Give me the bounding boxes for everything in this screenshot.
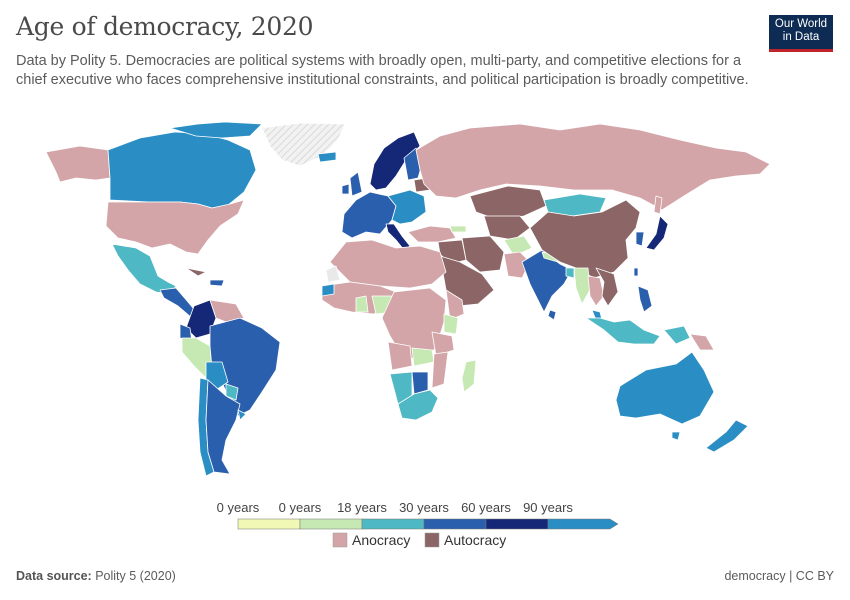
- legend-color-bin[interactable]: [423, 518, 487, 530]
- south-africa[interactable]: [397, 389, 439, 421]
- legend-tick-label: 0 years: [279, 500, 322, 515]
- legend-color-bin[interactable]: [547, 518, 619, 530]
- logo-line-2: in Data: [782, 31, 820, 43]
- korea-south[interactable]: [635, 231, 645, 247]
- uk[interactable]: [349, 171, 363, 197]
- license-note[interactable]: democracy | CC BY: [724, 569, 834, 583]
- vietnam-laos[interactable]: [595, 267, 619, 307]
- legend-category-label[interactable]: Anocracy: [352, 532, 410, 548]
- turkey[interactable]: [407, 225, 457, 243]
- north-africa[interactable]: [329, 239, 447, 289]
- indonesia-east[interactable]: [663, 325, 691, 345]
- new-zealand[interactable]: [705, 419, 749, 453]
- legend-tick-label: 90 years: [523, 500, 573, 515]
- legend-color-bin[interactable]: [237, 518, 301, 530]
- philippines[interactable]: [637, 285, 653, 313]
- uruguay[interactable]: [237, 409, 247, 421]
- ireland[interactable]: [341, 183, 350, 195]
- legend-color-bin[interactable]: [299, 518, 363, 530]
- georgia-armenia[interactable]: [449, 225, 467, 233]
- alaska[interactable]: [45, 145, 111, 183]
- united-states[interactable]: [105, 199, 245, 255]
- legend-category-swatch[interactable]: [424, 532, 440, 548]
- chart-subtitle: Data by Polity 5. Democracies are politi…: [16, 53, 749, 88]
- taiwan[interactable]: [633, 267, 639, 277]
- data-source-label: Data source:: [16, 569, 92, 583]
- chart-title: Age of democracy, 2020: [16, 12, 314, 41]
- legend-tick-label: 0 years: [217, 500, 260, 515]
- central-asia[interactable]: [483, 215, 531, 241]
- data-source: Data source: Polity 5 (2020): [16, 569, 176, 583]
- malawi-zambia[interactable]: [411, 347, 435, 367]
- canada-arctic-islands[interactable]: [169, 121, 263, 139]
- hispaniola[interactable]: [209, 279, 225, 287]
- kenya[interactable]: [443, 313, 459, 335]
- indonesia[interactable]: [585, 317, 661, 345]
- botswana[interactable]: [411, 371, 429, 395]
- legend-tick-label: 60 years: [461, 500, 511, 515]
- eastern-europe[interactable]: [387, 189, 427, 225]
- iceland[interactable]: [317, 151, 337, 163]
- canada[interactable]: [107, 131, 257, 209]
- madagascar[interactable]: [461, 359, 477, 393]
- scandinavia[interactable]: [369, 131, 421, 191]
- china[interactable]: [529, 199, 641, 279]
- world-map[interactable]: [0, 110, 850, 495]
- papua-new-guinea[interactable]: [689, 333, 715, 351]
- logo-line-1: Our World: [774, 18, 828, 30]
- japan[interactable]: [645, 215, 669, 251]
- owid-logo[interactable]: Our World in Data: [769, 15, 833, 52]
- legend-color-bin[interactable]: [361, 518, 425, 530]
- angola[interactable]: [387, 341, 413, 371]
- sri-lanka[interactable]: [547, 309, 557, 321]
- legend-color-bin[interactable]: [485, 518, 549, 530]
- argentina[interactable]: [205, 379, 241, 475]
- western-sahara[interactable]: [325, 265, 341, 283]
- legend-tick-label: 18 years: [337, 500, 387, 515]
- ghana[interactable]: [355, 295, 369, 313]
- senegal[interactable]: [321, 283, 335, 297]
- mozambique[interactable]: [431, 351, 449, 389]
- legend-category-swatch[interactable]: [332, 532, 348, 548]
- legend-tick-label: 30 years: [399, 500, 449, 515]
- paraguay[interactable]: [225, 383, 239, 401]
- kazakhstan[interactable]: [469, 185, 547, 221]
- myanmar[interactable]: [573, 267, 591, 305]
- australia[interactable]: [615, 351, 715, 425]
- bangladesh[interactable]: [565, 267, 575, 279]
- thailand[interactable]: [587, 275, 605, 307]
- legend-category-label[interactable]: Autocracy: [444, 532, 506, 548]
- russia[interactable]: [415, 123, 771, 211]
- horn-of-africa[interactable]: [445, 289, 465, 321]
- cuba[interactable]: [185, 267, 207, 277]
- tasmania[interactable]: [671, 431, 681, 441]
- data-source-value[interactable]: Polity 5 (2020): [95, 569, 176, 583]
- map-legend: 0 years 0 years 18 years 30 years 60 years 90…: [217, 500, 619, 548]
- mexico[interactable]: [111, 243, 177, 295]
- afghanistan[interactable]: [503, 235, 533, 257]
- tanzania[interactable]: [431, 331, 455, 357]
- sakhalin[interactable]: [653, 195, 663, 215]
